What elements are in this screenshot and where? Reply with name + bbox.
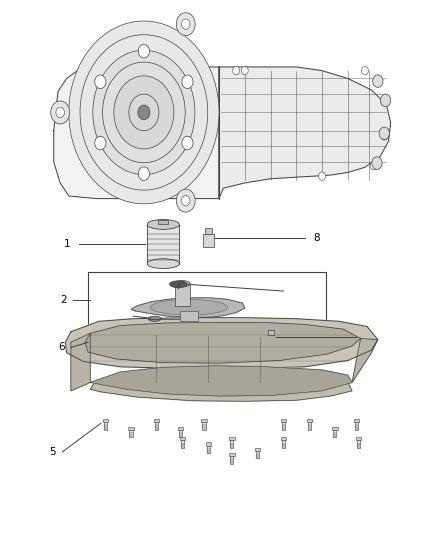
Circle shape [93,50,195,175]
Ellipse shape [147,259,179,269]
Bar [268,330,273,335]
Circle shape [114,76,174,149]
Bar [201,419,207,422]
Bar [307,422,311,430]
Bar [207,446,210,453]
Bar [230,456,233,464]
Bar [203,234,214,247]
Polygon shape [90,371,352,401]
Text: 4: 4 [365,332,371,342]
Bar [333,430,336,438]
Bar [180,437,185,440]
Bar [181,440,184,448]
Circle shape [69,21,219,204]
Bar [307,419,312,422]
Bar [229,437,234,440]
Bar [155,422,158,430]
Circle shape [233,67,240,75]
Bar [88,272,326,327]
Ellipse shape [170,281,187,288]
Circle shape [382,95,389,103]
Circle shape [182,75,193,88]
Polygon shape [65,318,378,368]
Circle shape [181,19,190,29]
Circle shape [370,161,377,170]
Circle shape [379,127,389,140]
Bar [332,427,338,430]
Bar [154,419,159,422]
Bar [147,224,179,264]
Bar [179,430,182,438]
Circle shape [176,189,195,212]
Bar [282,440,285,448]
Circle shape [241,67,248,75]
Ellipse shape [175,280,190,287]
Circle shape [182,136,193,150]
Bar [354,419,359,422]
Bar [206,442,211,446]
Polygon shape [131,298,245,317]
Text: 8: 8 [314,233,320,243]
Ellipse shape [148,316,161,321]
Bar [357,440,360,448]
Circle shape [138,44,149,58]
Text: 5: 5 [49,447,56,457]
Circle shape [361,67,368,75]
Text: 1: 1 [64,239,71,249]
Polygon shape [90,366,352,396]
Circle shape [181,196,190,206]
Bar [230,440,233,448]
Ellipse shape [150,300,228,315]
Circle shape [372,157,382,169]
Polygon shape [219,67,391,199]
Bar [180,311,198,321]
Bar [102,419,108,422]
Text: 7: 7 [120,311,127,321]
Polygon shape [54,67,219,199]
Circle shape [380,94,391,107]
Bar [159,220,168,224]
Text: 3: 3 [292,286,299,296]
Circle shape [381,132,388,140]
Bar [202,422,205,430]
Circle shape [56,107,64,118]
Circle shape [138,105,150,120]
Bar [229,453,234,456]
Text: 6: 6 [58,343,64,352]
Ellipse shape [147,220,179,229]
Bar [175,284,190,306]
Bar [356,437,361,440]
Circle shape [318,172,325,180]
Bar [281,419,286,422]
Polygon shape [85,322,360,363]
Circle shape [95,136,106,150]
Bar [265,335,276,343]
Circle shape [373,75,383,87]
Bar [355,422,358,430]
Bar [128,427,134,430]
Text: 2: 2 [60,295,67,305]
Polygon shape [71,333,90,391]
Bar [281,437,286,440]
Circle shape [374,77,381,85]
Bar [255,448,260,451]
Circle shape [51,101,70,124]
Polygon shape [352,338,378,383]
Circle shape [138,167,149,181]
Bar [178,427,183,430]
Bar [130,430,133,438]
Circle shape [176,13,195,36]
Bar [104,422,107,430]
Bar [282,422,285,430]
Circle shape [95,75,106,88]
Bar [205,228,212,234]
Bar [256,451,259,458]
